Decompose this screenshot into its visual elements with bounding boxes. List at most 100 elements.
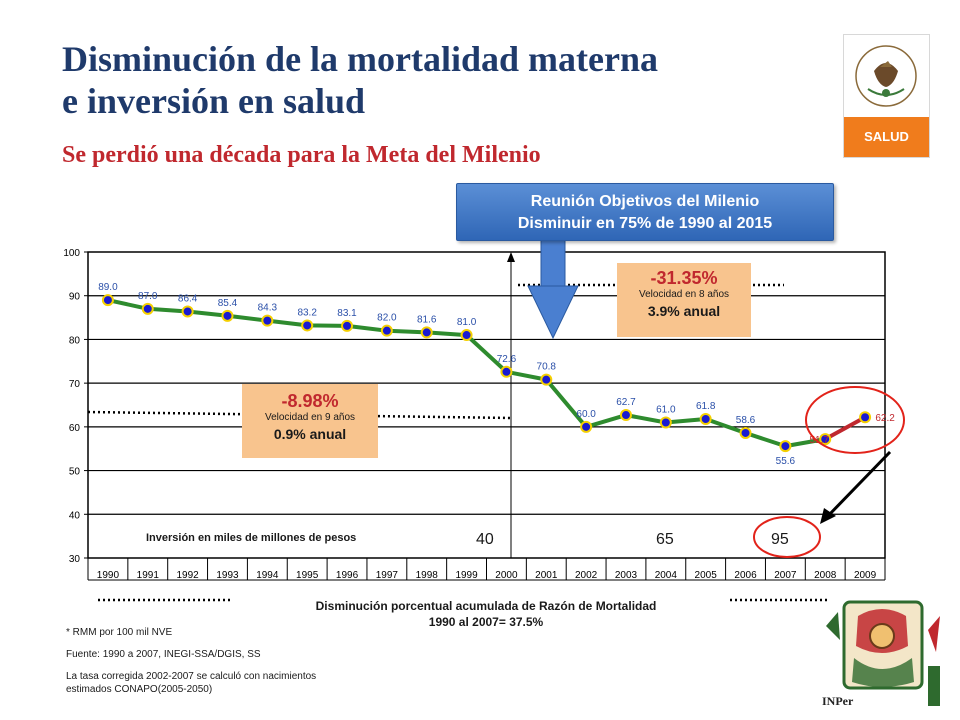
data-label-2005: 61.8: [696, 401, 716, 412]
xtick-label-1998: 1998: [416, 570, 439, 581]
slide-title: Disminución de la mortalidad materna e i…: [62, 38, 822, 122]
point-2008: [819, 433, 832, 446]
stat-b-annual: 3.9% anual: [647, 303, 721, 319]
point-1994: [261, 314, 274, 327]
point-2002: [580, 420, 593, 433]
inper-logo: [826, 600, 940, 706]
data-label-2000: 72.6: [497, 354, 517, 365]
investment-value-2009: 95: [771, 531, 789, 548]
footnote-correction-line-1: La tasa corregida 2002-2007 se calculó c…: [66, 671, 317, 682]
ytick-label-100: 100: [63, 248, 80, 259]
point-1998: [420, 326, 433, 339]
data-label-1999: 81.0: [457, 317, 477, 328]
xtick-label-2001: 2001: [535, 570, 558, 581]
data-label-1995: 83.2: [297, 307, 317, 318]
data-label-2006: 58.6: [736, 415, 756, 426]
point-2007: [779, 440, 792, 453]
highlight-ellipse-investment: [753, 516, 821, 558]
callout-line-2: Disminuir en 75% de 1990 al 2015: [517, 215, 773, 232]
xtick-label-1992: 1992: [177, 570, 200, 581]
data-label-2001: 70.8: [537, 362, 557, 373]
salud-label: SALUD: [844, 117, 929, 157]
xtick-label-1990: 1990: [97, 570, 120, 581]
stat-a-annual: 0.9% anual: [273, 426, 347, 442]
point-1996: [341, 319, 354, 332]
title-line-1: Disminución de la mortalidad materna: [62, 39, 659, 79]
point-2005: [699, 412, 712, 425]
xtick-label-2006: 2006: [734, 570, 757, 581]
data-label-red-2009: 62.2: [875, 413, 895, 424]
marker-arrowhead: [507, 252, 515, 262]
stat-a-percent: -8.98%: [281, 391, 339, 411]
connector-arrowhead: [820, 508, 836, 524]
salud-logo: SALUD: [843, 34, 930, 158]
stat-b-velocity: Velocidad en 8 años: [638, 289, 730, 300]
stat-box-1990-1999: -8.98% Velocidad en 9 años 0.9% anual: [242, 384, 378, 458]
xtick-label-1996: 1996: [336, 570, 359, 581]
point-1990: [101, 294, 114, 307]
data-label-2004: 61.0: [656, 404, 676, 415]
xtick-label-1994: 1994: [256, 570, 279, 581]
xtick-label-2008: 2008: [814, 570, 837, 581]
title-line-2: e inversión en salud: [62, 81, 366, 121]
xtick-label-2000: 2000: [495, 570, 518, 581]
data-label-1997: 82.0: [377, 313, 397, 324]
xtick-label-2004: 2004: [655, 570, 678, 581]
xtick-label-1997: 1997: [376, 570, 399, 581]
data-label-1993: 85.4: [218, 298, 238, 309]
investment-label: Inversión en miles de millones de pesos: [146, 532, 356, 544]
data-label-red-2008: 51.7: [809, 435, 829, 446]
xtick-label-2003: 2003: [615, 570, 638, 581]
footnote-correction: La tasa corregida 2002-2007 se calculó c…: [66, 670, 316, 696]
inper-label: INPer: [822, 694, 854, 708]
ytick-label-80: 80: [69, 335, 81, 346]
caption-line-2: 1990 al 2007= 37.5%: [428, 615, 544, 629]
investment-value-2000: 40: [476, 531, 494, 548]
ytick-label-50: 50: [69, 467, 81, 478]
cumulative-reduction-caption: Disminución porcentual acumulada de Razó…: [236, 598, 736, 630]
xtick-label-2005: 2005: [695, 570, 718, 581]
data-label-2007: 55.6: [776, 456, 796, 467]
investment-value-2005: 65: [656, 531, 674, 548]
data-label-1992: 86.4: [178, 293, 198, 304]
down-arrow-icon: [527, 239, 579, 340]
y-axis: 30 40 50 60 70 80 90 100: [63, 248, 88, 565]
point-2009: [859, 411, 872, 424]
point-1999: [460, 329, 473, 342]
point-2004: [659, 416, 672, 429]
ytick-label-90: 90: [69, 292, 81, 303]
connector-arrow: [824, 450, 892, 520]
stat-a-velocity: Velocidad en 9 años: [264, 412, 356, 423]
footnote-correction-line-2: estimados CONAPO(2005-2050): [66, 684, 213, 695]
x-axis: 1990 1991 1992 1993 1994 1995 1996 1997 1998 1999…: [87, 558, 886, 581]
data-label-2002: 60.0: [576, 409, 596, 420]
series-labels: 89.0 87.0 86.4 85.4 84.3 83.2 83.1 82.0 81.6 81.0…: [98, 282, 895, 467]
callout-line-1: Reunión Objetivos del Milenio: [530, 193, 760, 210]
ytick-label-40: 40: [69, 510, 81, 521]
mexican-seal-icon: [855, 45, 917, 107]
highlight-ellipse-2008-2009: [805, 386, 905, 454]
xtick-label-1991: 1991: [137, 570, 160, 581]
series-points: [101, 294, 872, 453]
caption-line-1: Disminución porcentual acumulada de Razó…: [315, 599, 657, 613]
point-2000: [500, 365, 513, 378]
xtick-label-2009: 2009: [854, 570, 877, 581]
xtick-label-1993: 1993: [216, 570, 239, 581]
point-1997: [380, 324, 393, 337]
ytick-label-30: 30: [69, 554, 81, 565]
gridlines: [88, 295, 885, 515]
data-label-1998: 81.6: [417, 314, 437, 325]
point-1995: [301, 319, 314, 332]
series-2-line: [824, 415, 867, 441]
data-label-1996: 83.1: [337, 308, 357, 319]
plot-area: [87, 251, 886, 559]
point-2001: [540, 373, 553, 386]
xtick-label-1995: 1995: [296, 570, 319, 581]
slide-subtitle: Se perdió una década para la Meta del Mi…: [62, 142, 541, 168]
data-label-1994: 84.3: [258, 303, 278, 314]
ytick-label-60: 60: [69, 423, 81, 434]
xtick-label-1999: 1999: [455, 570, 478, 581]
point-1991: [141, 302, 154, 315]
footnote-source: Fuente: 1990 a 2007, INEGI-SSA/DGIS, SS: [66, 649, 261, 660]
